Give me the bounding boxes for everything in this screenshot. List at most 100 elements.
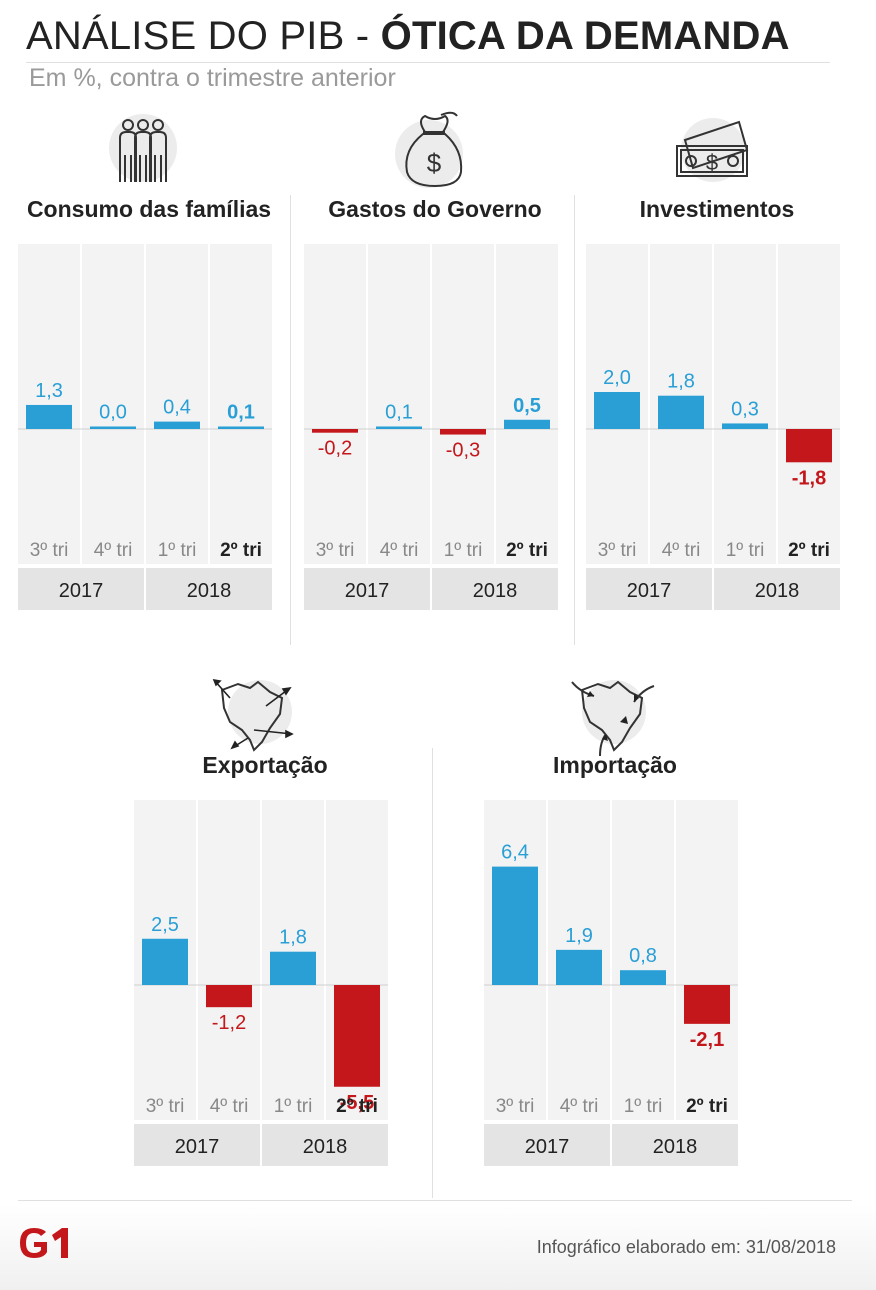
year-label: 2018 [303, 1136, 348, 1158]
data-label: 0,1 [227, 402, 255, 424]
bar [312, 429, 358, 433]
bar [440, 429, 486, 435]
panel-gastos-governo: $ Gastos do Governo -0,2 3º tri 0,1 4º tri -… [304, 110, 566, 620]
year-label: 2018 [187, 580, 232, 602]
bar-chart: 2,5 3º tri -1,2 4º tri 1,8 1º tri -5,52º tri 20… [134, 800, 388, 1166]
bar [376, 426, 422, 429]
bar [26, 404, 72, 429]
year-label: 2017 [525, 1136, 570, 1158]
bar [90, 426, 136, 429]
column-background [198, 800, 260, 1120]
money-bag-icon: $ [395, 111, 463, 188]
year-box [262, 1124, 388, 1166]
data-label: 1,3 [35, 380, 63, 402]
bar-chart: 2,0 3º tri 1,8 4º tri 0,3 1º tri -1,8 2º tri 201… [586, 244, 840, 610]
bar [142, 938, 188, 985]
year-box [484, 1124, 610, 1166]
year-label: 2018 [755, 580, 800, 602]
family-icon [109, 114, 177, 182]
page-title: ANÁLISE DO PIB - ÓTICA DA DEMANDA [26, 14, 790, 59]
bar [492, 866, 538, 985]
panel-investimentos: $ Investimentos 2,0 3º tri 1,8 4º tri 0,3 1º … [586, 110, 848, 620]
year-box [146, 568, 272, 610]
bar [556, 949, 602, 985]
panel-title: Importação [553, 752, 677, 778]
panel-title: Consumo das famílias [26, 196, 272, 222]
year-label: 2018 [473, 580, 518, 602]
year-label: 2017 [59, 580, 104, 602]
year-label: 2017 [627, 580, 672, 602]
title-bold: ÓTICA DA DEMANDA [380, 14, 790, 58]
data-label: 0,0 [99, 402, 127, 424]
year-box [304, 568, 430, 610]
panel-divider [574, 195, 575, 645]
year-box [586, 568, 712, 610]
column-background [210, 244, 272, 564]
panel-title: Gastos do Governo [328, 196, 542, 222]
bar [620, 970, 666, 985]
data-label: -1,8 [792, 467, 826, 489]
data-label: 2,0 [603, 367, 631, 389]
bar [594, 392, 640, 429]
title-regular: ANÁLISE DO PIB - [26, 14, 381, 58]
year-label: 2018 [653, 1136, 698, 1158]
export-map-icon [212, 678, 294, 752]
bar-chart: 6,4 3º tri 1,9 4º tri 0,8 1º tri -2,1 2º tri 201… [484, 800, 738, 1166]
data-label: -2,1 [690, 1029, 724, 1051]
data-label: 0,4 [163, 397, 191, 419]
panel-consumo-familias: Consumo das famílias 1,3 3º tri 0,0 4º tri 0… [18, 110, 280, 620]
column-background [304, 244, 366, 564]
column-background [18, 244, 80, 564]
bar [334, 985, 380, 1087]
quarter-label: 4º tri [560, 1096, 599, 1117]
year-label: 2017 [175, 1136, 220, 1158]
year-label: 2017 [345, 580, 390, 602]
data-label: -0,3 [446, 440, 480, 462]
quarter-label: 2º tri [788, 540, 830, 561]
quarter-label: 3º tri [316, 540, 355, 561]
column-background [612, 800, 674, 1120]
bar-chart: 1,3 3º tri 0,0 4º tri 0,4 1º tri 0,1 2º tri 2017… [18, 244, 272, 610]
quarter-label: 3º tri [598, 540, 637, 561]
year-box [432, 568, 558, 610]
panel-title: Exportação [202, 752, 328, 778]
quarter-label: 3º tri [146, 1096, 185, 1117]
data-label: 0,1 [385, 402, 413, 424]
bar [786, 429, 832, 463]
bar [722, 423, 768, 429]
svg-text:$: $ [706, 150, 718, 175]
quarter-label: 4º tri [94, 540, 133, 561]
footer-divider [18, 1200, 852, 1201]
quarter-label: 1º tri [158, 540, 197, 561]
panel-importacao: Importação 6,4 3º tri 1,9 4º tri 0,8 1º tri -2… [484, 672, 746, 1172]
data-label: -0,2 [318, 438, 352, 460]
year-box [18, 568, 144, 610]
panel-exportacao: Exportação 2,5 3º tri -1,2 4º tri 1,8 1º tri -… [134, 672, 396, 1172]
svg-text:$: $ [427, 148, 442, 178]
data-label: -1,2 [212, 1012, 246, 1034]
quarter-label: 4º tri [662, 540, 701, 561]
footer-background [0, 1205, 876, 1290]
g1-logo: G1 [20, 1228, 68, 1258]
banknotes-icon: $ [676, 118, 749, 182]
import-map-icon [571, 680, 655, 756]
column-background [676, 800, 738, 1120]
data-label: 1,8 [279, 927, 307, 949]
column-background [368, 244, 430, 564]
data-label: -5,5 [340, 1092, 374, 1114]
quarter-label: 2º tri [686, 1096, 728, 1117]
column-background [496, 244, 558, 564]
column-background [146, 244, 208, 564]
column-background [82, 244, 144, 564]
subtitle: Em %, contra o trimestre anterior [29, 64, 396, 92]
data-label: 2,5 [151, 914, 179, 936]
bar [658, 395, 704, 429]
year-box [134, 1124, 260, 1166]
quarter-label: 2º tri [506, 540, 548, 561]
data-label: 0,3 [731, 398, 759, 420]
data-label: 1,8 [667, 371, 695, 393]
header-divider [26, 62, 830, 63]
quarter-label: 4º tri [380, 540, 419, 561]
panel-divider [432, 748, 433, 1198]
bar [270, 951, 316, 985]
